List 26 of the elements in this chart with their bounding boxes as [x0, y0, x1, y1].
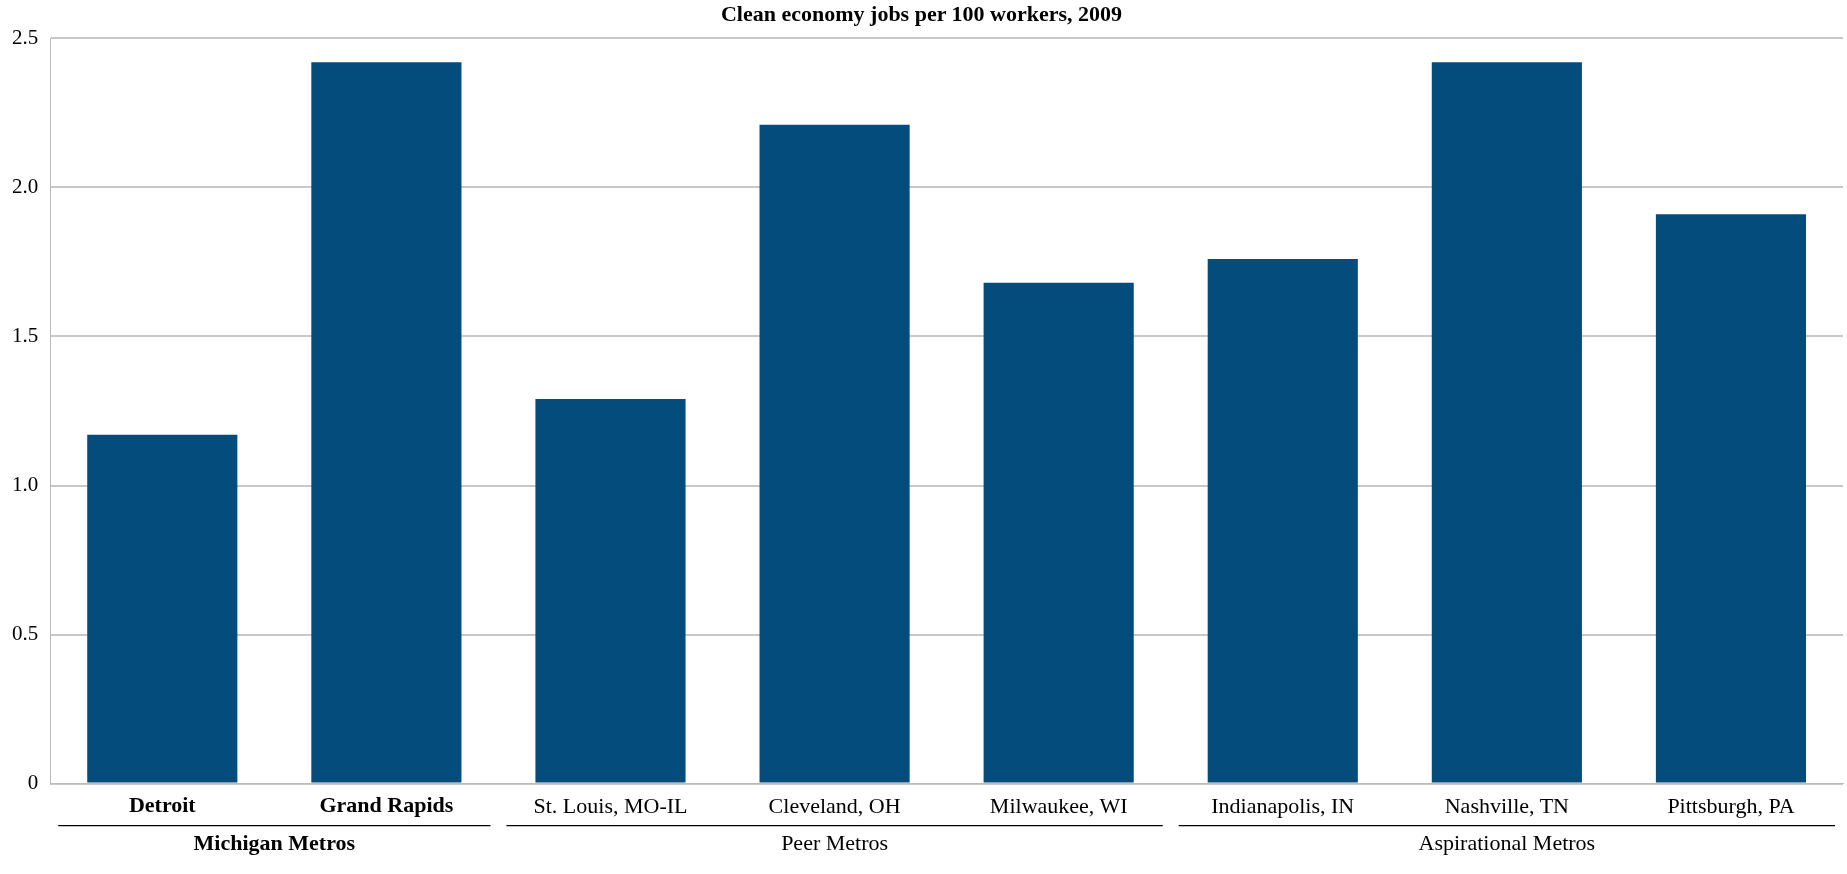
text: Peer Metros: [781, 830, 889, 856]
bar: [311, 62, 462, 783]
y-tick-label: 1.5: [12, 323, 39, 347]
chart-title: Clean economy jobs per 100 workers, 2009: [720, 0, 1123, 26]
x-tick-label: Grand Rapids: [319, 792, 454, 818]
x-tick-label: Milwaukee, WI: [989, 792, 1128, 818]
text: Michigan Metros: [193, 830, 356, 856]
bar: [1655, 214, 1807, 783]
y-tick-label: 1.0: [12, 472, 39, 497]
x-tick-label: Detroit: [128, 792, 197, 818]
bar: [1431, 62, 1582, 783]
text: Aspirational Metros: [1418, 830, 1596, 856]
bar: [535, 399, 686, 783]
x-tick-label: Pittsburgh, PA: [1667, 792, 1795, 818]
bar: [759, 124, 910, 783]
y-tick-label: 0.5: [12, 621, 39, 646]
y-tick-label: 2.0: [12, 173, 39, 198]
x-tick-label: Cleveland, OH: [768, 792, 901, 818]
x-tick-label: St. Louis, MO-IL: [533, 792, 688, 818]
bar: [983, 282, 1134, 783]
bar: [87, 434, 238, 783]
y-tick-label: 2.5: [12, 24, 39, 49]
x-tick-label: Indianapolis, IN: [1211, 792, 1355, 818]
bar: [1207, 258, 1358, 783]
y-tick-label: 0: [27, 770, 39, 795]
x-tick-label: Nashville, TN: [1444, 792, 1570, 818]
